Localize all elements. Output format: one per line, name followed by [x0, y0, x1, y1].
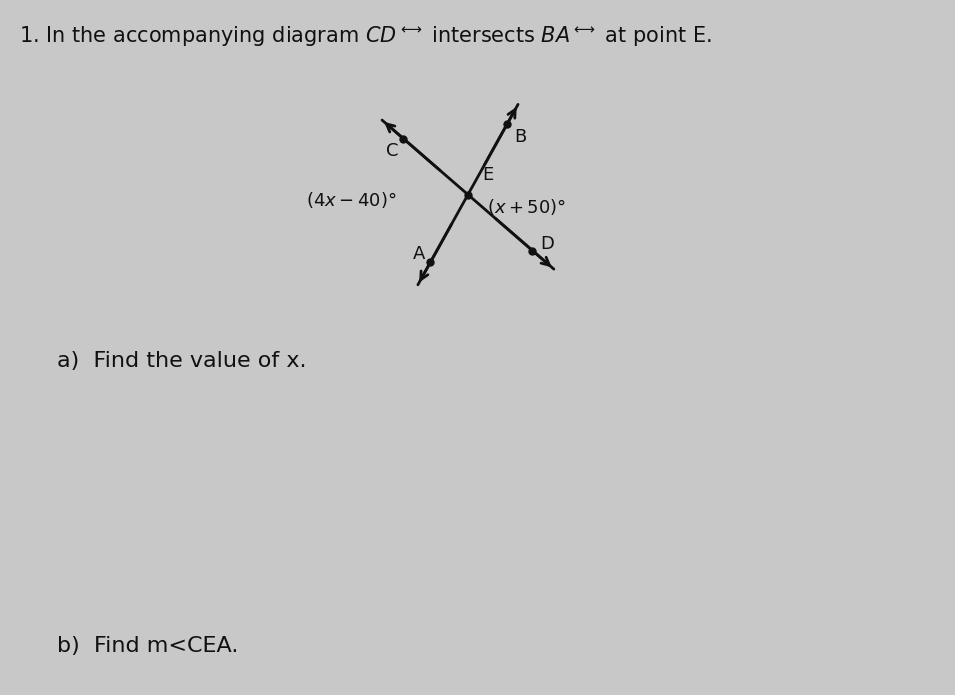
- Text: C: C: [386, 142, 399, 160]
- Text: $(x+50)°$: $(x+50)°$: [487, 197, 566, 217]
- Text: A: A: [414, 245, 426, 263]
- Text: b)  Find m<CEA.: b) Find m<CEA.: [57, 637, 239, 656]
- Text: 1. In the accompanying diagram $CD^{\longleftrightarrow}$ intersects $BA^{\longl: 1. In the accompanying diagram $CD^{\lon…: [19, 24, 712, 49]
- Text: E: E: [482, 166, 494, 184]
- Text: D: D: [540, 235, 554, 253]
- Text: B: B: [515, 128, 527, 146]
- Text: $(4x-40)°$: $(4x-40)°$: [306, 190, 396, 210]
- Text: a)  Find the value of x.: a) Find the value of x.: [57, 352, 307, 371]
